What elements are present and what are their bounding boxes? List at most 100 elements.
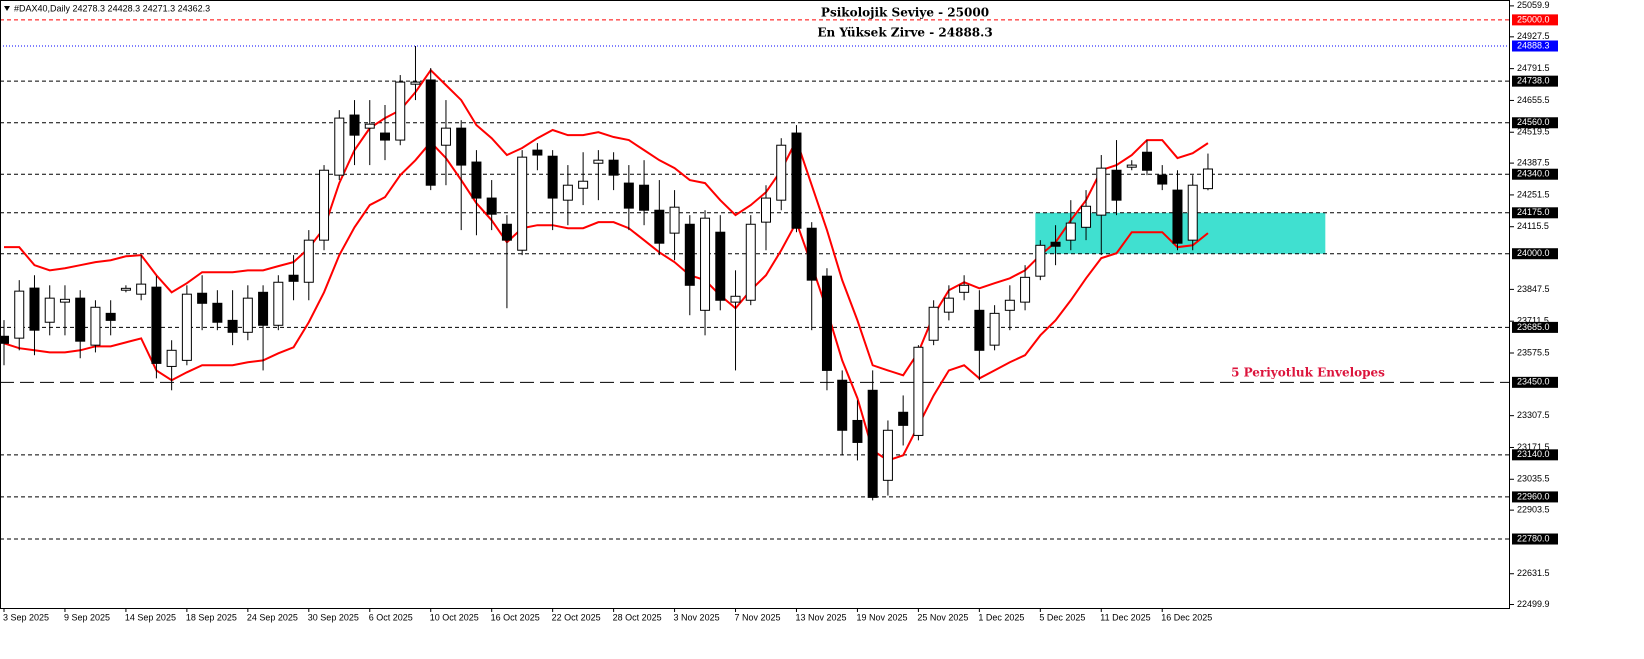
candle-body — [471, 161, 482, 199]
level-label: 22780.0 — [1517, 533, 1550, 543]
x-tick-label: 16 Oct 2025 — [491, 612, 540, 622]
candle-body — [1096, 167, 1107, 216]
y-tick-label: 23171.5 — [1517, 442, 1550, 452]
candle-body — [90, 306, 101, 346]
x-tick-label: 18 Sep 2025 — [186, 612, 237, 622]
y-tick-label: 24519.5 — [1517, 127, 1550, 137]
x-tick-label: 13 Nov 2025 — [795, 612, 846, 622]
candle-body — [1035, 244, 1046, 277]
candle-body — [410, 81, 421, 85]
x-tick-label: 14 Sep 2025 — [125, 612, 176, 622]
x-tick-label: 22 Oct 2025 — [552, 612, 601, 622]
level-label: 23685.0 — [1517, 322, 1550, 332]
candle-body — [1142, 151, 1152, 171]
candle-body — [1157, 174, 1168, 185]
candle-body — [654, 209, 665, 244]
level-label: 23450.0 — [1517, 377, 1550, 387]
candle-body — [623, 182, 634, 209]
candle-body — [547, 155, 558, 199]
symbol-icon — [4, 6, 10, 11]
candle-body — [684, 223, 695, 286]
level-label-bg — [1512, 449, 1558, 461]
x-tick-label: 10 Oct 2025 — [430, 612, 479, 622]
candle-body — [349, 114, 360, 136]
candle-body — [395, 81, 406, 141]
candle-body — [212, 302, 223, 323]
candle-body — [181, 293, 192, 361]
candle-body — [1050, 241, 1061, 247]
candle-body — [75, 297, 86, 342]
candle-body — [364, 123, 375, 129]
candle-body — [14, 290, 25, 339]
level-label-bg — [1512, 207, 1558, 219]
x-tick-label: 5 Dec 2025 — [1039, 612, 1085, 622]
candle-body — [1172, 189, 1183, 244]
candle-body — [1065, 222, 1076, 241]
level-label: 24340.0 — [1517, 169, 1550, 179]
level-label-bg — [1512, 168, 1558, 180]
annotation: 5 Periyotluk Envelopes — [1231, 366, 1385, 380]
candle-body — [425, 79, 436, 186]
candle-body — [639, 184, 650, 211]
y-tick-label: 24927.5 — [1517, 31, 1550, 41]
x-tick-label: 11 Dec 2025 — [1100, 612, 1150, 622]
level-label-bg — [1512, 533, 1558, 545]
candle-body — [440, 127, 451, 146]
y-tick-label: 23711.5 — [1517, 316, 1549, 326]
candle-body — [501, 223, 512, 241]
y-tick-label: 24387.5 — [1517, 157, 1550, 167]
candle-body — [120, 287, 131, 291]
level-label-bg — [1512, 117, 1558, 129]
candle-body — [867, 389, 878, 498]
candle-body — [1004, 299, 1015, 311]
candle-body — [791, 132, 802, 229]
level-label-bg — [1512, 14, 1558, 26]
candle-body — [837, 379, 848, 431]
x-tick-label: 30 Sep 2025 — [308, 612, 359, 622]
plot-frame — [0, 0, 1510, 609]
candle-body — [334, 117, 345, 176]
y-tick-label: 24251.5 — [1517, 189, 1550, 199]
level-label-bg — [1512, 248, 1558, 260]
candle-body — [928, 306, 939, 341]
candle-body — [1111, 169, 1122, 201]
candle-body — [532, 149, 543, 156]
x-tick-label: 19 Nov 2025 — [856, 612, 907, 622]
candle-body — [700, 217, 711, 311]
y-tick-label: 22631.5 — [1517, 568, 1550, 578]
level-label: 24888.3 — [1517, 40, 1550, 50]
x-tick-label: 9 Sep 2025 — [64, 612, 110, 622]
level-label-bg — [1512, 491, 1558, 503]
level-label: 24000.0 — [1517, 248, 1550, 258]
candle-body — [913, 346, 924, 436]
candle-body — [197, 292, 208, 304]
candle-body — [227, 319, 238, 333]
x-tick-label: 25 Nov 2025 — [917, 612, 968, 622]
candle-body — [517, 156, 528, 251]
y-tick-label: 23847.5 — [1517, 284, 1550, 294]
candle-body — [806, 227, 817, 281]
x-tick-label: 3 Nov 2025 — [674, 612, 720, 622]
candle-body — [562, 184, 573, 201]
candle-body — [852, 419, 863, 443]
y-tick-label: 23307.5 — [1517, 410, 1550, 420]
x-tick-label: 7 Nov 2025 — [735, 612, 781, 622]
x-tick-label: 3 Sep 2025 — [3, 612, 49, 622]
y-tick-label: 24115.5 — [1517, 221, 1549, 231]
annotation: En Yüksek Zirve - 24888.3 — [817, 26, 992, 40]
candle-body — [898, 411, 909, 426]
candle-body — [1202, 168, 1213, 190]
x-tick-label: 16 Dec 2025 — [1161, 612, 1212, 622]
envelope-line — [3, 140, 1209, 462]
y-tick-label: 24655.5 — [1517, 95, 1550, 105]
x-tick-label: 1 Dec 2025 — [978, 612, 1024, 622]
candle-body — [593, 159, 604, 164]
candle-body — [151, 286, 162, 364]
candle-body — [105, 312, 116, 321]
level-label-bg — [1512, 75, 1558, 87]
y-tick-label: 22499.9 — [1517, 599, 1550, 609]
candle-body — [59, 298, 70, 303]
candle-body — [258, 291, 269, 326]
y-tick-label: 25059.9 — [1517, 0, 1550, 10]
candle-body — [959, 284, 970, 293]
